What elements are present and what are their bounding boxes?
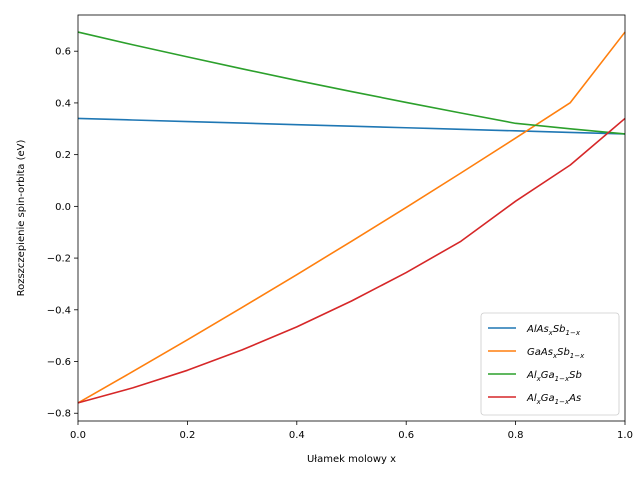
y-tick-label: −0.4: [47, 305, 71, 316]
legend-label-3: AlxGa1−xAs: [526, 393, 581, 406]
legend-box: [480, 312, 620, 416]
y-axis: −0.8 −0.6 −0.4 −0.2 0.0 0.2 0.4 0.6: [47, 47, 78, 420]
x-tick-label: 0.6: [398, 430, 414, 441]
y-tick-label: −0.8: [47, 409, 71, 420]
plot-frame: [77, 14, 626, 422]
y-tick-label: 0.6: [55, 47, 71, 58]
legend-label-0: AlAsxSb1−x: [526, 324, 581, 337]
y-tick-label: 0.0: [55, 202, 71, 213]
legend-label-1: GaAsxSb1−x: [527, 347, 585, 360]
legend: AlAsxSb1−x GaAsxSb1−x AlxGa1−xSb AlxGa1−xAs: [480, 312, 620, 416]
series-line-1: [77, 31, 626, 404]
legend-label-2: AlxGa1−xSb: [526, 370, 582, 383]
series-line-0: [77, 117, 626, 135]
y-axis-label: Rozszczepienie spin-orbita (eV): [16, 140, 27, 297]
x-tick-label: 0.2: [179, 430, 195, 441]
series-line-3: [77, 117, 626, 404]
x-tick-label: 0.0: [70, 430, 86, 441]
series-line-2: [77, 31, 626, 135]
x-tick-label: 1.0: [617, 430, 633, 441]
y-tick-label: 0.4: [55, 98, 71, 109]
plot-lines: [77, 31, 626, 404]
x-tick-label: 0.8: [508, 430, 524, 441]
y-tick-label: −0.6: [47, 357, 71, 368]
y-tick-label: −0.2: [47, 254, 71, 265]
y-tick-label: 0.2: [55, 150, 71, 161]
x-axis: 0.0 0.2 0.4 0.6 0.8 1.0: [70, 421, 633, 441]
x-tick-label: 0.4: [289, 430, 305, 441]
x-axis-label: Ułamek molowy x: [307, 454, 396, 465]
